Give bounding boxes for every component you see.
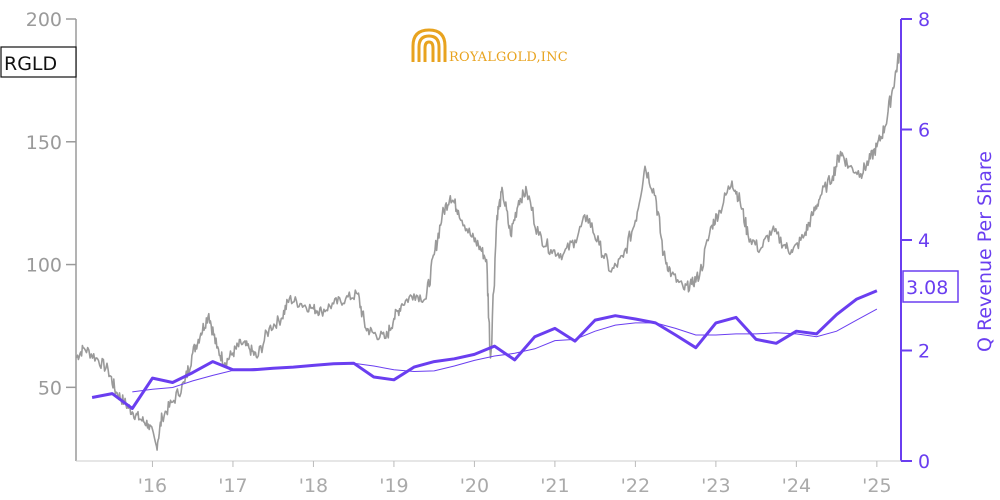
x-tick-label: '23: [701, 475, 730, 497]
x-tick-label: '20: [460, 475, 489, 497]
left-axis-ticks: 50 100 150 200: [26, 9, 76, 399]
x-tick-label: '24: [782, 475, 811, 497]
x-tick-label: '18: [299, 475, 328, 497]
x-tick-label: '17: [218, 475, 247, 497]
right-axis-ticks: 0 2 4 6 8: [901, 9, 930, 473]
logo-arch-icon: [411, 28, 447, 62]
left-tick-label: 100: [26, 255, 62, 277]
logo-text: ROYALGOLD,INC: [449, 50, 568, 65]
revenue-series-line: [91, 289, 878, 410]
right-tick-label: 8: [918, 9, 930, 31]
x-tick-label: '22: [621, 475, 650, 497]
current-value-label: 3.08: [906, 277, 948, 299]
revenue-trend-line: [132, 308, 878, 393]
right-axis-label: Q Revenue Per Share: [974, 151, 996, 352]
left-tick-label: 150: [26, 132, 62, 154]
company-logo: ROYALGOLD,INC: [411, 28, 568, 65]
x-tick-label: '16: [138, 475, 167, 497]
x-tick-label: '19: [379, 475, 408, 497]
x-axis-ticks: '16 '17 '18 '19 '20 '21 '22 '23 '24 '25: [138, 461, 892, 497]
right-tick-label: 2: [918, 341, 930, 363]
right-tick-label: 4: [918, 230, 930, 252]
x-tick-label: '21: [540, 475, 569, 497]
right-tick-label: 6: [918, 120, 930, 142]
x-tick-label: '25: [862, 475, 891, 497]
left-tick-label: 200: [26, 9, 62, 31]
price-series-line: [75, 52, 901, 451]
ticker-box: RGLD: [0, 46, 77, 78]
ticker-label: RGLD: [4, 53, 57, 75]
current-value-box: 3.08: [902, 270, 959, 303]
left-tick-label: 50: [38, 377, 62, 399]
right-tick-label: 0: [918, 451, 930, 473]
